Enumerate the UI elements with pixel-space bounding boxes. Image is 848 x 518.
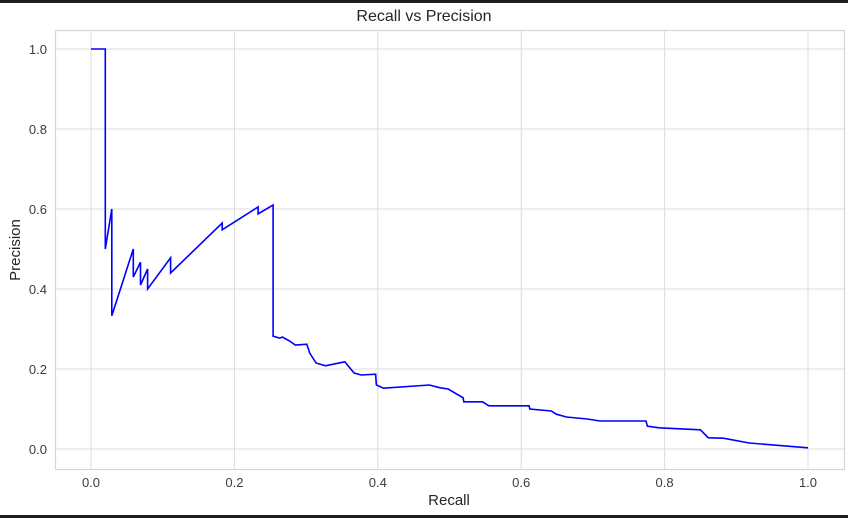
y-tick-label: 0.8 [29, 122, 47, 137]
y-tick-label: 0.4 [29, 282, 47, 297]
x-tick-label: 0.2 [225, 475, 243, 490]
precision-recall-line [91, 48, 809, 449]
x-tick-label: 0.6 [512, 475, 530, 490]
x-tick-label: 1.0 [799, 475, 817, 490]
y-axis-ticks: 0.0 0.2 0.4 0.6 0.8 1.0 [29, 42, 47, 457]
y-tick-label: 0.6 [29, 202, 47, 217]
x-tick-label: 0.8 [656, 475, 674, 490]
x-tick-label: 0.0 [82, 475, 100, 490]
y-axis-label: Precision [7, 219, 24, 281]
y-tick-label: 0.2 [29, 362, 47, 377]
grid [55, 30, 844, 470]
chart-title: Recall vs Precision [356, 8, 492, 25]
y-tick-label: 1.0 [29, 42, 47, 57]
x-axis-ticks: 0.0 0.2 0.4 0.6 0.8 1.0 [82, 475, 817, 490]
plot-frame [54, 29, 846, 471]
top-border [0, 0, 848, 3]
x-tick-label: 0.4 [369, 475, 387, 490]
y-tick-label: 0.0 [29, 442, 47, 457]
bottom-border [0, 515, 848, 518]
x-axis-label: Recall [428, 492, 470, 509]
